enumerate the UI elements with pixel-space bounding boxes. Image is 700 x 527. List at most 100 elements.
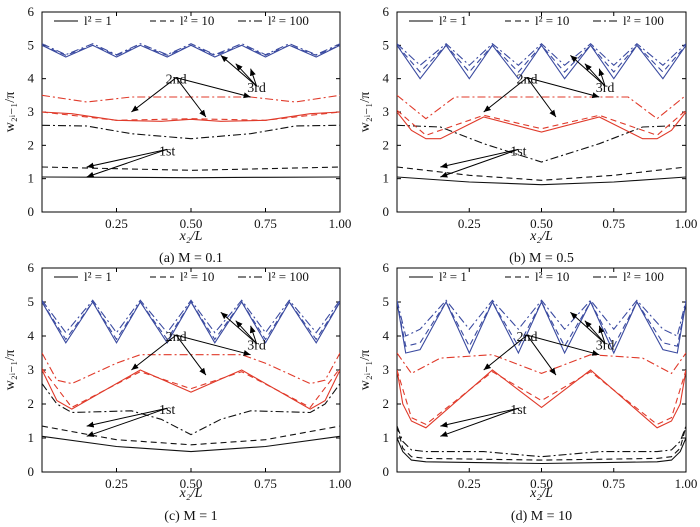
series-line-3rd-l2-100 xyxy=(397,299,686,337)
annotation-arrow xyxy=(584,63,606,87)
series-line-3rd-l2-10 xyxy=(397,44,686,73)
series-line-2nd-l2-10 xyxy=(397,369,686,426)
y-tick-label: 3 xyxy=(28,104,35,119)
y-tick-label: 4 xyxy=(28,71,35,86)
annotation-arrow xyxy=(598,68,606,87)
x-tick-label: 0.50 xyxy=(180,476,203,491)
series-line-1st-l2-1 xyxy=(42,435,340,453)
x-tick-label: 0.75 xyxy=(254,476,277,491)
panel-caption: (c) M = 1 xyxy=(164,509,217,524)
series-line-2nd-l2-1 xyxy=(42,369,340,410)
y-tick-label: 4 xyxy=(28,328,35,343)
chart-panel-b: 0 1 2 3 4 5 6 0.25 0.50 0.75 1.00 x₂/L w₂ᵢ₋₁/π (b) M … xyxy=(358,4,697,266)
y-tick-label: 6 xyxy=(28,4,35,19)
series-line-2nd-l2-1 xyxy=(42,111,340,122)
y-axis-label: w₂ᵢ₋₁/π xyxy=(3,350,18,391)
plot-frame xyxy=(396,11,687,213)
series-group xyxy=(397,42,686,186)
series-line-1st-l2-10 xyxy=(397,425,686,461)
annotation-arrow xyxy=(86,407,168,428)
x-axis-label: x₂/L xyxy=(179,486,203,501)
x-axis-label: x₂/L xyxy=(179,229,203,244)
y-tick-label: 1 xyxy=(383,171,390,186)
series-line-3rd-l2-10 xyxy=(42,44,340,56)
y-axis-label: w₂ᵢ₋₁/π xyxy=(358,92,373,133)
series-line-3rd-l2-1 xyxy=(397,300,686,355)
mode-label-2nd: 2nd xyxy=(517,73,538,88)
annotation-arrow xyxy=(175,334,207,376)
legend-label: l² = 100 xyxy=(268,269,309,284)
series-line-1st-l2-10 xyxy=(42,166,340,171)
x-axis-label: x₂/L xyxy=(529,486,553,501)
y-axis-label: w₂ᵢ₋₁/π xyxy=(358,350,373,391)
x-tick-label: 1.00 xyxy=(329,216,352,231)
legend-label: l² = 10 xyxy=(535,13,569,28)
series-line-1st-l2-1 xyxy=(397,437,686,465)
series-line-2nd-l2-100 xyxy=(42,352,340,385)
series-group xyxy=(42,43,340,179)
x-tick-label: 1.00 xyxy=(675,216,698,231)
chart-panel-c: 0 1 2 3 4 5 6 0.25 0.50 0.75 1.00 x₂/L w₂ᵢ₋₁/π (c) M … xyxy=(3,260,351,524)
annotation-arrow xyxy=(440,407,519,437)
legend-label: l² = 1 xyxy=(439,269,467,284)
mode-label-3rd: 3rd xyxy=(247,81,266,96)
x-tick-label: 0.25 xyxy=(105,476,128,491)
annotation-arrow xyxy=(86,407,168,437)
mode-label-2nd: 2nd xyxy=(166,73,187,88)
annotation-arrow xyxy=(483,77,528,113)
x-tick-label: 0.25 xyxy=(458,216,481,231)
annotation-arrow xyxy=(440,148,519,178)
series-line-1st-l2-100 xyxy=(42,383,340,436)
series-group xyxy=(42,299,340,453)
legend-label: l² = 10 xyxy=(535,269,569,284)
mode-label-1st: 1st xyxy=(510,144,526,159)
y-tick-label: 6 xyxy=(28,260,35,275)
y-tick-label: 3 xyxy=(28,362,35,377)
panel-caption: (a) M = 0.1 xyxy=(159,251,223,266)
panel-caption: (d) M = 10 xyxy=(511,509,572,524)
annotation-arrow xyxy=(175,77,207,118)
x-tick-label: 0.75 xyxy=(254,216,277,231)
y-tick-label: 3 xyxy=(383,104,390,119)
y-tick-label: 5 xyxy=(28,294,35,309)
y-tick-label: 1 xyxy=(28,171,35,186)
mode-label-2nd: 2nd xyxy=(166,330,187,345)
x-tick-label: 0.50 xyxy=(530,476,553,491)
series-line-1st-l2-100 xyxy=(397,124,686,163)
legend-label: l² = 100 xyxy=(623,269,664,284)
series-line-1st-l2-100 xyxy=(42,124,340,140)
series-line-1st-l2-1 xyxy=(42,176,340,179)
mode-label-3rd: 3rd xyxy=(596,81,615,96)
annotation-arrow xyxy=(249,325,258,344)
series-group xyxy=(397,299,686,465)
series-line-2nd-l2-100 xyxy=(397,352,686,375)
mode-label-2nd: 2nd xyxy=(517,330,538,345)
annotation-arrow xyxy=(175,334,251,356)
annotation-arrow xyxy=(86,148,168,169)
series-line-2nd-l2-1 xyxy=(397,111,686,140)
legend-label: l² = 1 xyxy=(84,13,112,28)
x-tick-label: 0.25 xyxy=(105,216,128,231)
legend-label: l² = 1 xyxy=(84,269,112,284)
x-tick-label: 1.00 xyxy=(329,476,352,491)
annotation-arrow xyxy=(86,148,168,178)
y-axis-label: w₂ᵢ₋₁/π xyxy=(3,92,18,133)
annotation-arrow xyxy=(598,325,606,344)
series-line-2nd-l2-1 xyxy=(397,369,686,429)
series-line-1st-l2-10 xyxy=(397,166,686,181)
y-tick-label: 0 xyxy=(383,464,390,479)
annotation-arrow xyxy=(440,148,519,169)
mode-label-1st: 1st xyxy=(510,403,526,418)
y-tick-label: 2 xyxy=(28,137,35,152)
annotation-arrow xyxy=(235,320,257,344)
annotation-arrow xyxy=(526,334,557,376)
series-line-3rd-l2-10 xyxy=(397,300,686,348)
y-tick-label: 4 xyxy=(383,71,390,86)
annotation-arrow xyxy=(483,334,528,371)
x-tick-label: 0.50 xyxy=(530,216,553,231)
y-tick-label: 0 xyxy=(28,464,35,479)
mode-label-3rd: 3rd xyxy=(596,339,615,354)
legend-label: l² = 10 xyxy=(180,13,214,28)
x-tick-label: 0.25 xyxy=(458,476,481,491)
plot-frame xyxy=(41,267,341,473)
